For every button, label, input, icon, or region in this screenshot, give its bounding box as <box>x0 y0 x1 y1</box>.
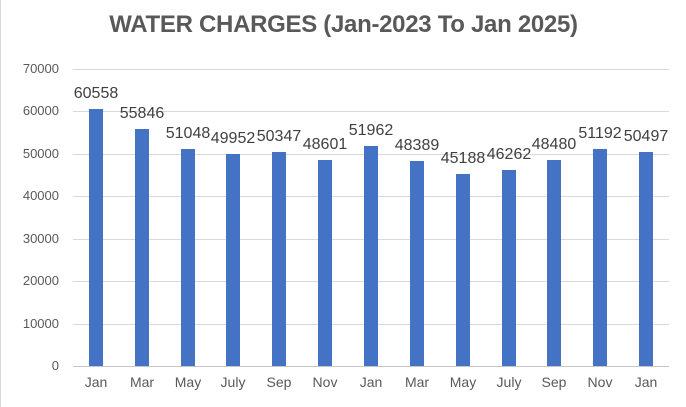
bar <box>318 160 332 366</box>
bar-value-label: 48389 <box>394 137 440 154</box>
bar <box>89 109 103 366</box>
bar <box>364 146 378 366</box>
bar-value-label: 51192 <box>578 125 622 142</box>
bar-value-label: 49952 <box>210 130 256 147</box>
x-axis-tick-label: Jan <box>359 374 383 390</box>
chart-title: WATER CHARGES (Jan-2023 To Jan 2025) <box>109 11 578 38</box>
x-axis-tick-label: Sep <box>266 374 292 390</box>
bar <box>226 154 240 366</box>
bar <box>639 152 653 366</box>
x-axis-line <box>73 366 669 367</box>
x-axis-tick-label: Mar <box>129 374 155 390</box>
bar-value-label: 51048 <box>165 125 211 142</box>
y-axis-tick-label: 50000 <box>22 146 59 161</box>
x-axis-tick-label: Mar <box>404 374 430 390</box>
x-axis-tick-label: Nov <box>587 374 613 390</box>
bar-value-label: 45188 <box>440 150 486 167</box>
y-axis-tick-label: 0 <box>51 358 59 373</box>
bar-value-label: 51962 <box>348 122 394 139</box>
y-axis-tick-label: 10000 <box>22 316 59 331</box>
gridline <box>73 111 669 112</box>
bar-value-label: 50497 <box>623 128 669 145</box>
bar <box>135 129 149 366</box>
x-axis-tick-label: Sep <box>541 374 567 390</box>
y-axis-tick-label: 20000 <box>22 273 59 288</box>
x-axis-tick-label: Nov <box>312 374 338 390</box>
bar <box>547 160 561 366</box>
y-axis-tick-label: 70000 <box>22 61 59 76</box>
y-axis-tick-label: 40000 <box>22 188 59 203</box>
bar-value-label: 50347 <box>256 128 302 145</box>
bar-value-label: 48480 <box>531 136 577 153</box>
x-axis-tick-label: May <box>174 374 202 390</box>
bar <box>272 152 286 366</box>
bar <box>593 149 607 366</box>
x-axis-tick-label: May <box>449 374 477 390</box>
x-axis-tick-label: Jan <box>84 374 108 390</box>
x-axis-tick-label: July <box>496 374 522 390</box>
bar <box>410 161 424 366</box>
y-axis-tick-label: 60000 <box>22 103 59 118</box>
x-axis-tick-label: Jan <box>634 374 658 390</box>
y-axis-tick-label: 30000 <box>22 231 59 246</box>
bar-value-label: 48601 <box>302 136 348 153</box>
bar <box>502 170 516 366</box>
bar-value-label: 46262 <box>486 146 532 163</box>
bar-value-label: 55846 <box>119 105 165 122</box>
x-axis-tick-label: July <box>220 374 246 390</box>
bar <box>456 174 470 366</box>
bar <box>181 149 195 366</box>
bar-value-label: 60558 <box>73 85 119 102</box>
gridline <box>73 69 669 70</box>
